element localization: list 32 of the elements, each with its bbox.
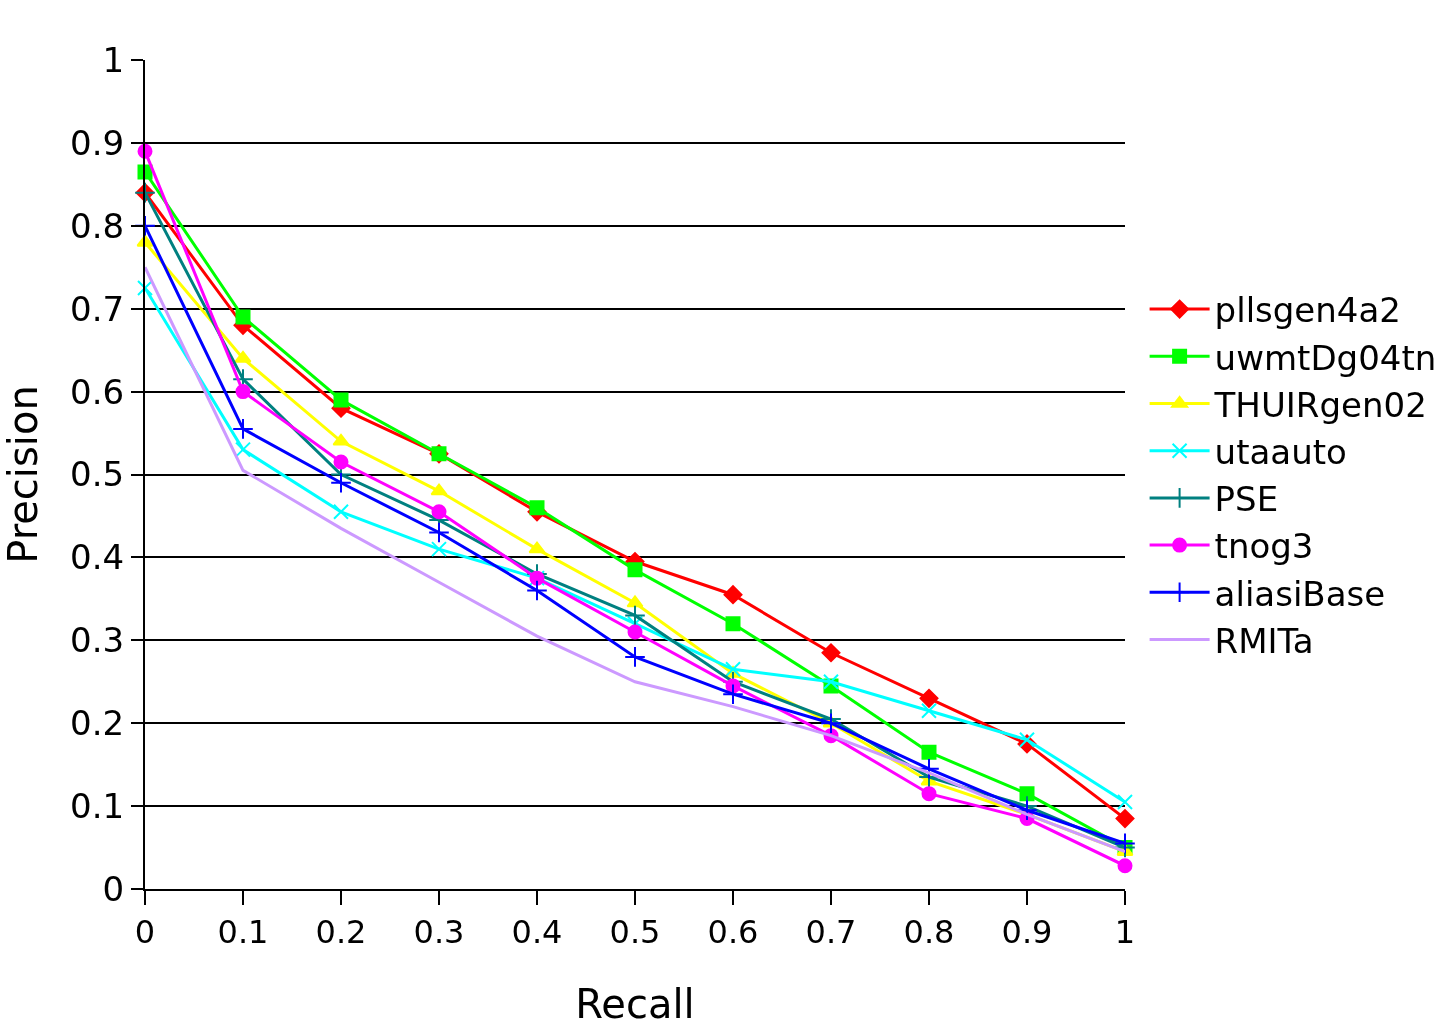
legend-label: pllsgen4a2 [1214, 290, 1401, 331]
y-tick-label: 0.5 [70, 454, 125, 495]
legend-label: THUIRgen02 [1213, 384, 1427, 425]
y-tick-label: 0.1 [70, 786, 125, 826]
x-tick-label: 0.8 [903, 913, 955, 952]
y-tick-label: 1 [102, 39, 125, 80]
x-tick-label: 0.7 [805, 913, 857, 952]
legend-label: RMITa [1214, 620, 1314, 661]
legend-label: PSE [1214, 479, 1279, 520]
legend-label: tnog3 [1214, 526, 1314, 567]
x-tick-label: 1 [1114, 913, 1136, 952]
x-tick-label: 0.5 [609, 913, 661, 952]
y-tick-label: 0 [102, 868, 125, 909]
legend-label: utaauto [1214, 431, 1347, 472]
y-tick-label: 0.8 [70, 205, 125, 246]
legend-label: uwmtDg04tn [1214, 337, 1437, 378]
x-tick-label: 0.3 [413, 913, 465, 952]
y-axis-title: Precision [0, 385, 46, 564]
y-tick-label: 0.6 [70, 371, 125, 412]
y-tick-label: 0.7 [70, 288, 125, 329]
y-tick-label: 0.9 [70, 122, 125, 163]
y-tick-label: 0.4 [70, 537, 125, 578]
x-tick-label: 0.6 [707, 913, 759, 952]
y-tick-label: 0.3 [70, 620, 125, 661]
y-tick-label: 0.2 [70, 703, 125, 744]
x-tick-label: 0.1 [217, 913, 269, 952]
x-tick-label: 0.4 [511, 913, 563, 952]
x-tick-label: 0 [134, 913, 156, 952]
x-tick-label: 0.9 [1001, 913, 1053, 952]
legend-label: aliasiBase [1214, 573, 1386, 614]
x-tick-label: 0.2 [315, 913, 367, 952]
x-axis-title: Recall [575, 981, 695, 1028]
